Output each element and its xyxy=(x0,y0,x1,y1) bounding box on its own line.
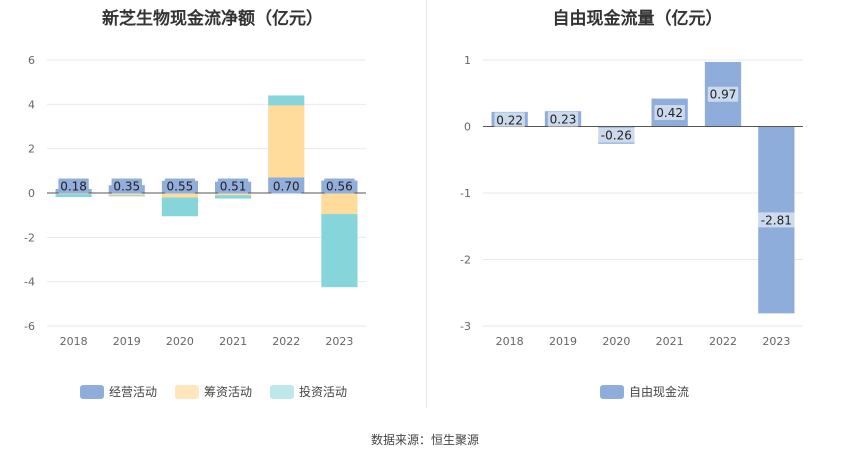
right-legend: 自由现金流 xyxy=(600,383,689,400)
right-y-tick-label: -3 xyxy=(460,320,471,333)
left-data-label-bg xyxy=(58,178,89,194)
left-y-tick-label: 6 xyxy=(28,54,35,67)
legend-label: 自由现金流 xyxy=(629,385,690,399)
left-x-tick-label: 2019 xyxy=(113,335,141,348)
legend-item-free-cash-flow[interactable]: 自由现金流 xyxy=(600,383,689,400)
left-data-label-bg xyxy=(324,178,355,194)
left-x-tick-label: 2023 xyxy=(325,335,353,348)
left-bar xyxy=(161,197,198,217)
left-bar xyxy=(321,193,358,215)
left-bar xyxy=(268,95,305,106)
left-bar xyxy=(215,193,252,196)
left-legend: 经营活动 筹资活动 投资活动 xyxy=(80,383,347,400)
legend-swatch xyxy=(270,384,295,399)
left-bar xyxy=(108,193,145,196)
legend-label: 经营活动 xyxy=(109,385,158,399)
left-bar xyxy=(321,214,358,288)
left-y-tick-label: 2 xyxy=(28,143,35,156)
right-x-tick-label: 2022 xyxy=(709,335,737,348)
left-bar xyxy=(215,195,252,199)
panel-divider xyxy=(426,0,427,408)
left-chart-title: 新芝生物现金流净额（亿元） xyxy=(102,9,323,29)
right-x-tick-label: 2019 xyxy=(549,335,577,348)
left-y-tick-label: -6 xyxy=(24,320,35,333)
legend-item-investing[interactable]: 投资活动 xyxy=(270,383,347,400)
left-x-tick-label: 2021 xyxy=(219,335,247,348)
left-data-label-bg xyxy=(111,178,142,194)
right-x-tick-label: 2023 xyxy=(762,335,790,348)
left-y-tick-label: 4 xyxy=(28,98,35,111)
left-data-label: 0.51 xyxy=(220,180,247,194)
right-data-label-bg xyxy=(654,105,685,121)
left-data-label-bg xyxy=(164,178,196,194)
legend-swatch xyxy=(175,384,200,399)
data-source-note: 数据来源：恒生聚源 xyxy=(370,433,479,447)
legend-item-financing[interactable]: 筹资活动 xyxy=(175,383,252,400)
left-bar xyxy=(55,194,92,197)
right-data-label: -0.26 xyxy=(601,129,632,143)
left-data-label: 0.56 xyxy=(326,180,353,194)
left-x-tick-label: 2022 xyxy=(272,335,300,348)
legend-swatch xyxy=(600,384,624,399)
right-data-label: 0.22 xyxy=(496,113,523,127)
right-data-label: -2.81 xyxy=(761,213,792,227)
right-data-label-bg xyxy=(494,112,525,128)
left-data-label-bg xyxy=(271,178,302,194)
right-x-tick-label: 2020 xyxy=(602,335,630,348)
legend-label: 投资活动 xyxy=(299,385,348,399)
left-y-tick-label: -2 xyxy=(24,231,35,244)
right-y-tick-label: -1 xyxy=(460,187,471,200)
right-data-label-bg xyxy=(707,86,739,102)
right-data-label: 0.23 xyxy=(550,113,577,127)
left-data-label: 0.70 xyxy=(273,180,300,194)
right-data-label: 0.42 xyxy=(656,106,683,120)
left-bar xyxy=(55,193,92,195)
legend-label: 筹资活动 xyxy=(204,385,253,399)
left-x-tick-label: 2018 xyxy=(60,335,88,348)
legend-item-operating[interactable]: 经营活动 xyxy=(80,383,157,400)
left-x-tick-label: 2020 xyxy=(166,335,194,348)
right-data-label: 0.97 xyxy=(710,88,737,102)
left-data-label: 0.18 xyxy=(60,180,87,194)
legend-swatch xyxy=(80,384,104,399)
left-bar xyxy=(108,195,145,197)
right-y-tick-label: -2 xyxy=(460,254,471,267)
right-data-label-bg xyxy=(547,111,579,127)
left-data-label: 0.55 xyxy=(167,180,194,194)
left-bar xyxy=(161,193,198,198)
right-chart-title: 自由现金流量（亿元） xyxy=(552,9,723,29)
left-y-tick-label: -4 xyxy=(24,276,35,289)
right-data-label-bg xyxy=(757,212,795,228)
right-y-tick-label: 1 xyxy=(464,54,471,67)
left-data-label-bg xyxy=(217,178,249,194)
right-x-tick-label: 2021 xyxy=(656,335,684,348)
left-y-tick-label: 0 xyxy=(28,187,35,200)
left-bar xyxy=(268,105,305,178)
right-x-tick-label: 2018 xyxy=(496,335,524,348)
right-y-tick-label: 0 xyxy=(464,121,471,134)
left-data-label: 0.35 xyxy=(113,180,140,194)
right-data-label-bg xyxy=(597,127,635,143)
